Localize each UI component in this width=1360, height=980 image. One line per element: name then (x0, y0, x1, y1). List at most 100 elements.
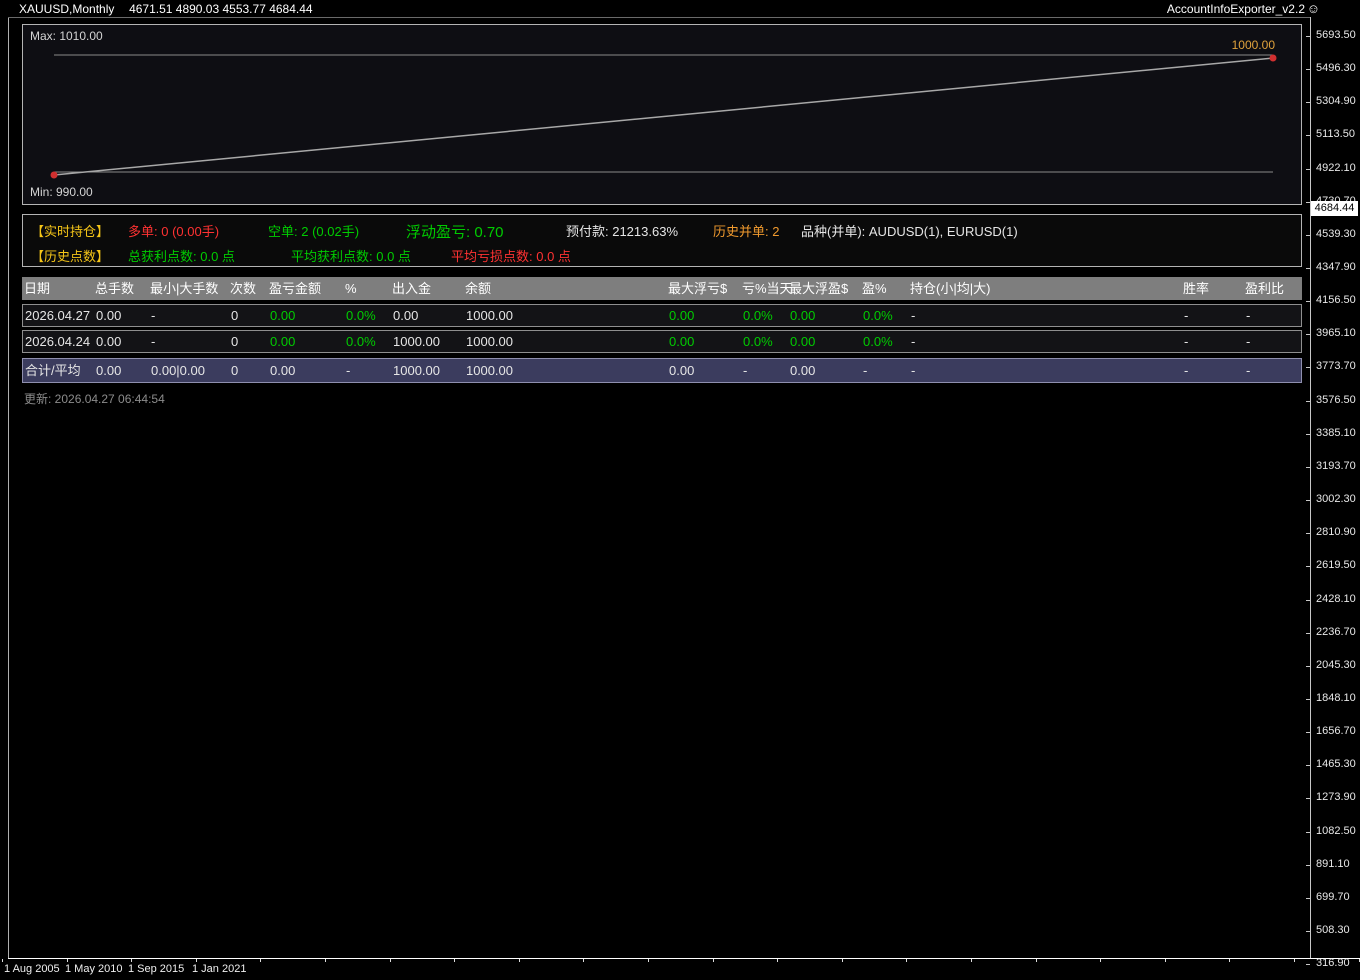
table-cell: - (151, 334, 156, 349)
title-bar: XAUUSD,Monthly 4671.51 4890.03 4553.77 4… (0, 0, 1360, 17)
table-cell: - (151, 308, 156, 323)
time-tick (1229, 959, 1230, 962)
table-row: 2026.04.27 0.00 - 0 0.00 0.0% 0.00 1000.00 0.00 0… (22, 304, 1302, 327)
chart-title: XAUUSD,Monthly 4671.51 4890.03 4553.77 4… (19, 2, 313, 16)
table-cell: - (1184, 334, 1189, 349)
price-axis-label: 2428.10 (1316, 593, 1356, 605)
table-cell: 0.0% (346, 334, 376, 349)
total-cell: - (743, 363, 748, 378)
last-updated-label: 更新: 2026.04.27 06:44:54 (24, 392, 165, 406)
info-field: 品种(并单): AUDUSD(1), EURUSD(1) (801, 224, 1018, 239)
table-cell: 1000.00 (466, 334, 513, 349)
price-axis-label: 1465.30 (1316, 758, 1356, 770)
table-cell: 0.00 (270, 334, 296, 349)
time-tick (390, 959, 391, 962)
price-tick (1306, 301, 1310, 302)
time-tick (519, 959, 520, 962)
info-field: 总获利点数: 0.0 点 (128, 249, 235, 264)
price-tick (1306, 566, 1310, 567)
price-tick (1306, 633, 1310, 634)
symbol-period-label: XAUUSD,Monthly (19, 2, 115, 16)
column-header: 最大浮亏$ (668, 281, 728, 296)
time-tick (196, 959, 197, 962)
time-tick (454, 959, 455, 962)
total-cell: - (1184, 363, 1189, 378)
smiley-icon[interactable]: ☺ (1306, 1, 1320, 16)
table-cell: 0.0% (743, 334, 773, 349)
price-tick (1306, 964, 1310, 965)
total-cell: - (1246, 363, 1251, 378)
price-tick (1306, 765, 1310, 766)
price-tick (1306, 865, 1310, 866)
table-cell: 0.0% (863, 308, 893, 323)
column-header: 日期 (24, 281, 51, 296)
account-info-panel: 【实时持仓】 多单: 0 (0.00手) 空单: 2 (0.02手) 浮动盈亏: 0.… (22, 214, 1302, 267)
info-field: 历史并单: 2 (713, 224, 780, 239)
total-cell: - (863, 363, 868, 378)
column-header: 出入金 (392, 281, 432, 296)
time-tick (1165, 959, 1166, 962)
time-axis-label: 1 Aug 2005 (4, 963, 60, 975)
end-point-dot (1269, 54, 1277, 62)
current-price-box: 4684.44 (1311, 201, 1358, 216)
price-axis-label: 1656.70 (1316, 725, 1356, 737)
price-tick (1306, 401, 1310, 402)
time-tick (67, 959, 68, 962)
table-cell: - (911, 334, 916, 349)
table-header-row: 日期 总手数 最小|大手数 次数 盈亏金额% 出入金 余额 最大浮亏$ 亏%当天 最大浮盈$ 盈% 持… (22, 277, 1302, 300)
price-tick (1306, 699, 1310, 700)
column-header: 次数 (230, 281, 257, 296)
frame-top-border (8, 17, 1311, 18)
price-axis-divider (1310, 17, 1311, 958)
price-axis-label: 5304.90 (1316, 95, 1356, 107)
price-tick (1306, 69, 1310, 70)
price-axis-label: 3576.50 (1316, 394, 1356, 406)
table-cell: 0.00 (96, 334, 122, 349)
total-cell: - (911, 363, 916, 378)
price-axis-label: 4922.10 (1316, 162, 1356, 174)
price-axis-label: 3773.70 (1316, 360, 1356, 372)
total-cell: 0.00 (790, 363, 816, 378)
table-cell: - (1246, 308, 1251, 323)
time-axis-label: 1 May 2010 (65, 963, 123, 975)
total-cell: 0.00 (270, 363, 296, 378)
price-tick (1306, 898, 1310, 899)
price-tick (1306, 367, 1310, 368)
price-tick (1306, 268, 1310, 269)
info-field: 预付款: 21213.63% (566, 224, 679, 239)
column-header: 亏%当天 (742, 281, 793, 296)
info-field: 空单: 2 (0.02手) (268, 224, 360, 239)
price-axis-label: 5113.50 (1316, 128, 1355, 140)
total-cell: 0 (231, 363, 239, 378)
column-header: % (345, 281, 357, 296)
table-cell: 0.00 (96, 308, 122, 323)
time-tick (260, 959, 261, 962)
price-tick (1306, 467, 1310, 468)
price-axis-label: 5693.50 (1316, 29, 1356, 41)
price-axis[interactable]: 5693.505496.305304.905113.504922.104730.… (1306, 0, 1360, 980)
price-axis-label: 3385.10 (1316, 427, 1356, 439)
total-cell: 0.00 (669, 363, 695, 378)
time-tick (325, 959, 326, 962)
table-cell: 0.00 (790, 308, 816, 323)
info-field: 多单: 0 (0.00手) (128, 224, 220, 239)
price-axis-label: 699.70 (1316, 891, 1350, 903)
total-cell: 1000.00 (393, 363, 440, 378)
equity-chart-panel[interactable]: Max: 1010.00 Min: 990.00 1000.00 (22, 24, 1302, 205)
price-tick (1306, 434, 1310, 435)
table-cell: 0.0% (743, 308, 773, 323)
price-tick (1306, 798, 1310, 799)
time-axis[interactable]: 1 Aug 2005 1 May 2010 1 Sep 2015 1 Jan 2021 (0, 959, 1360, 980)
price-tick (1306, 135, 1310, 136)
price-axis-label: 4539.30 (1316, 228, 1356, 240)
table-cell: - (911, 308, 916, 323)
info-field: 浮动盈亏: 0.70 (406, 224, 504, 241)
info-field: 【历史点数】 (31, 249, 110, 264)
info-field: 【实时持仓】 (31, 224, 110, 239)
total-cell: 0.00|0.00 (151, 363, 205, 378)
price-axis-label: 2619.50 (1316, 559, 1356, 571)
price-tick (1306, 732, 1310, 733)
frame-left-border (8, 17, 9, 958)
time-tick (2, 959, 3, 962)
time-axis-line (8, 958, 1360, 959)
